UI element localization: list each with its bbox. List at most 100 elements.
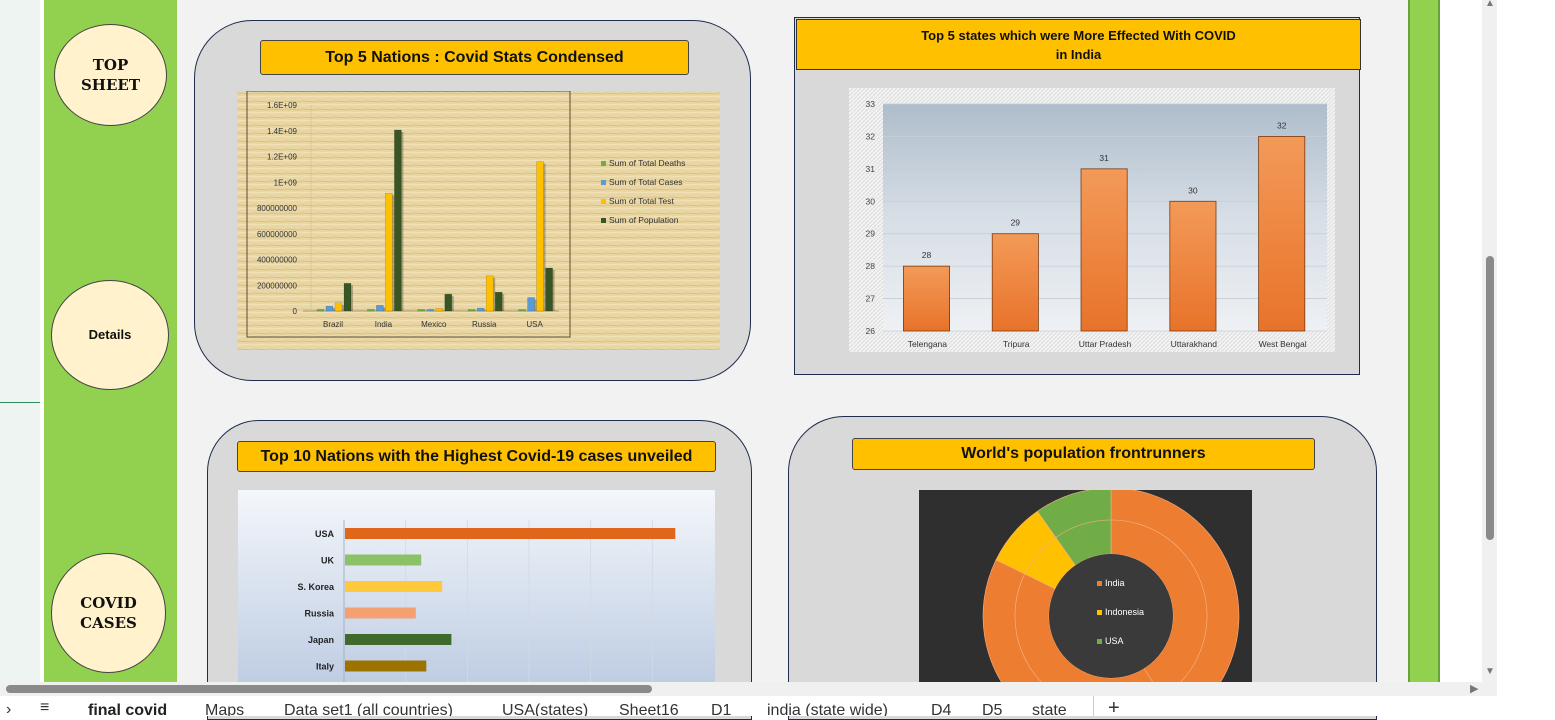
scroll-up-icon[interactable]: ▲ (1485, 0, 1495, 9)
legend-swatch (1097, 639, 1102, 644)
y-tick-label: 600000000 (257, 230, 298, 239)
x-tick-label: Brazil (323, 320, 343, 329)
y-tick-label: 31 (866, 164, 876, 174)
top10-chart[interactable]: USA UK S. Korea Russia Japan Italy (238, 490, 715, 682)
sheet-tab-d1[interactable]: D1 (711, 702, 732, 716)
nations-chart-svg: 0 200000000 400000000 600000000 800000000 1E+… (237, 91, 720, 350)
y-tick-label: 200000000 (257, 281, 298, 290)
data-label: 28 (922, 250, 932, 260)
details-button[interactable]: Details (51, 280, 169, 390)
bar-brazil-1 (325, 305, 334, 312)
bar-mexico-0 (417, 309, 426, 312)
category-label: USA (315, 529, 335, 539)
legend-swatch (601, 218, 606, 223)
data-label: 30 (1188, 185, 1198, 195)
bar-shadow (543, 163, 546, 311)
nations-chart[interactable]: 0 200000000 400000000 600000000 800000000 1E+… (237, 91, 720, 350)
top-sheet-button[interactable]: TOP SHEET (54, 24, 167, 126)
sheet-tab-maps[interactable]: Maps (205, 702, 245, 716)
left-pane (0, 0, 42, 682)
sheet-tab-india-state-wide[interactable]: india (state wide) (767, 702, 888, 716)
bar-shadow (451, 296, 454, 311)
bar-shadow (383, 307, 386, 311)
plus-icon[interactable]: + (1108, 697, 1120, 716)
doughnut-hole (1049, 554, 1173, 678)
bar-india-2 (385, 192, 393, 312)
sheet-tab-state[interactable]: state (1032, 702, 1067, 716)
bar-uttar-pradesh (1080, 168, 1128, 332)
category-label: UK (321, 556, 334, 566)
bar-usa-0 (518, 309, 526, 312)
top-sheet-label: TOP SHEET (80, 56, 141, 94)
legend-label: Sum of Total Cases (609, 177, 683, 187)
bar-uttarakhand (1169, 200, 1217, 332)
sheet-tab-usa-states[interactable]: USA(states) (502, 702, 589, 716)
scroll-right-icon[interactable]: ▶ (1470, 683, 1479, 695)
y-tick-label: 29 (866, 229, 876, 239)
sheet-tab-d5[interactable]: D5 (982, 702, 1003, 716)
y-tick-label: 400000000 (257, 256, 298, 265)
bar-tripura (991, 233, 1039, 332)
bar-russia-1 (476, 307, 485, 312)
bar-mexico-2 (435, 308, 444, 312)
bar-russia (345, 607, 416, 619)
sheet-tab-d4[interactable]: D4 (931, 702, 952, 716)
bar-shadow (534, 299, 537, 311)
population-chart-svg: India Indonesia USA (919, 490, 1252, 682)
bar-mexico-1 (426, 309, 435, 312)
sheet-tab-final-covid[interactable]: final covid (88, 702, 168, 716)
doughnut-slice (982, 559, 1042, 682)
bar-russia-3 (494, 291, 503, 312)
x-tick-label: Tripura (1003, 339, 1030, 349)
bar-shadow (442, 310, 445, 311)
chart-background (237, 91, 720, 350)
population-chart[interactable]: India Indonesia USA (919, 490, 1252, 682)
legend-label: India (1105, 578, 1125, 588)
vertical-scroll-thumb[interactable] (1486, 256, 1494, 540)
category-label: Japan (308, 635, 334, 645)
states-chart-title: Top 5 states which were More Effected Wi… (796, 19, 1361, 70)
bar-shadow (342, 304, 344, 311)
top10-chart-svg: USA UK S. Korea Russia Japan Italy (238, 490, 715, 682)
sheet-tab-data-set1[interactable]: Data set1 (all countries) (284, 702, 453, 716)
bar-shadow (333, 308, 335, 311)
bar-india-3 (394, 129, 402, 312)
tab-divider (1093, 696, 1094, 716)
x-tick-label: India (375, 320, 393, 329)
bar-usa-1 (527, 297, 535, 312)
y-tick-label: 30 (866, 196, 876, 206)
legend-label: Indonesia (1105, 607, 1144, 617)
details-label: Details (88, 327, 132, 342)
hamburger-menu-icon[interactable]: ≡ (40, 699, 50, 716)
bar-shadow (401, 131, 404, 311)
bar-mexico-3 (444, 293, 453, 312)
covid-cases-label: COVID CASES (80, 594, 137, 632)
category-label: Italy (316, 662, 334, 672)
horizontal-scrollbar[interactable]: ▶ (0, 682, 1497, 696)
legend-label: Sum of Population (609, 215, 679, 225)
scroll-down-icon[interactable]: ▼ (1485, 666, 1495, 677)
top10-chart-title: Top 10 Nations with the Highest Covid-19… (237, 441, 716, 472)
x-tick-label: Telengana (908, 339, 948, 349)
right-green-bar (1408, 0, 1440, 682)
bar-russia-2 (485, 275, 494, 312)
bar-japan (345, 634, 452, 645)
y-tick-label: 32 (866, 131, 876, 141)
y-tick-label: 1.6E+09 (267, 101, 298, 110)
covid-cases-button[interactable]: COVID CASES (51, 553, 166, 673)
right-margin (1440, 0, 1482, 682)
y-tick-label: 1.4E+09 (267, 127, 298, 136)
bar-india-1 (376, 305, 384, 312)
legend-label: Sum of Total Deaths (609, 158, 685, 168)
states-chart[interactable]: 26 27 28 29 30 31 32 33 28 Telengana 29 Tripura 31 Ut… (849, 88, 1335, 352)
legend-swatch (1097, 581, 1102, 586)
sheet-tab-sheet16[interactable]: Sheet16 (619, 702, 679, 716)
vertical-scrollbar[interactable]: ▲ ▼ (1482, 0, 1497, 682)
y-tick-label: 27 (866, 294, 876, 304)
sheet-tab-bar: › ≡ final covid Maps Data set1 (all coun… (0, 696, 1555, 716)
horizontal-scroll-thumb[interactable] (6, 685, 652, 693)
data-label: 31 (1099, 153, 1109, 163)
chevron-right-icon[interactable]: › (6, 701, 12, 716)
x-tick-label: Uttar Pradesh (1079, 339, 1132, 349)
bar-brazil-2 (334, 302, 343, 312)
